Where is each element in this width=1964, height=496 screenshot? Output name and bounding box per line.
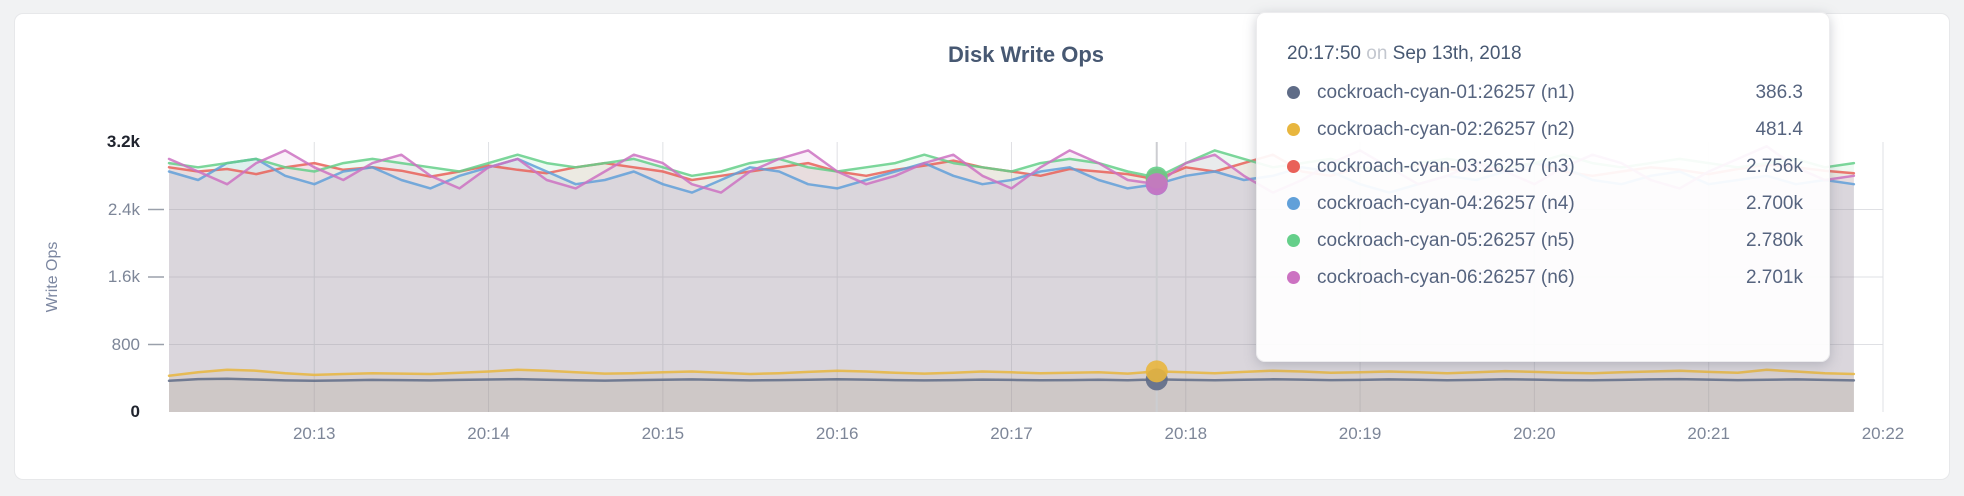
series-area (169, 378, 1854, 412)
series-color-dot (1287, 123, 1300, 136)
tooltip-series-label: cockroach-cyan-04:26257 (n4) (1317, 192, 1575, 214)
tooltip-connector: on (1366, 43, 1388, 64)
tooltip-row: cockroach-cyan-06:26257 (n6) 2.701k (1287, 259, 1803, 296)
x-axis-tick-label: 20:19 (1338, 424, 1382, 443)
tooltip-row: cockroach-cyan-01:26257 (n1) 386.3 (1287, 74, 1803, 111)
series-color-dot (1287, 197, 1300, 210)
series-line (167, 368, 1856, 377)
tooltip-series-value: 386.3 (1755, 81, 1803, 103)
tooltip-series-value: 2.756k (1745, 155, 1803, 177)
x-axis-tick-label: 20:16 (815, 424, 859, 443)
hover-point (1145, 360, 1168, 383)
x-axis-tick-label: 20:15 (641, 424, 685, 443)
series-line (167, 377, 1856, 383)
hover-point (1145, 173, 1168, 196)
tooltip-row: cockroach-cyan-05:26257 (n5) 2.780k (1287, 222, 1803, 259)
x-axis-tick-label: 20:21 (1687, 424, 1730, 443)
tooltip-time: 20:17:50 (1287, 43, 1361, 64)
x-axis-tick-label: 20:14 (467, 424, 510, 443)
y-axis-tick-label: 0 (130, 402, 140, 421)
tooltip-row: cockroach-cyan-04:26257 (n4) 2.700k (1287, 185, 1803, 222)
tooltip-series-label: cockroach-cyan-02:26257 (n2) (1317, 118, 1575, 140)
tooltip-legend: cockroach-cyan-01:26257 (n1) 386.3 cockroa… (1287, 74, 1803, 296)
tooltip-row: cockroach-cyan-02:26257 (n2) 481.4 (1287, 111, 1803, 148)
tooltip-series-value: 2.701k (1745, 266, 1803, 288)
tooltip-series-value: 2.700k (1745, 192, 1803, 214)
x-axis-tick-label: 20:17 (990, 424, 1033, 443)
x-axis-tick-label: 20:13 (292, 424, 336, 443)
chart-title: Disk Write Ops (947, 42, 1105, 67)
tooltip-series-label: cockroach-cyan-06:26257 (n6) (1317, 266, 1575, 288)
tooltip-series-value: 481.4 (1755, 118, 1803, 140)
series-color-dot (1287, 86, 1300, 99)
x-axis-tick-label: 20:18 (1164, 424, 1208, 443)
y-axis-tick-label: 2.4k (107, 199, 140, 219)
x-axis-tick-label: 20:22 (1861, 424, 1905, 443)
tooltip-row: cockroach-cyan-03:26257 (n3) 2.756k (1287, 148, 1803, 185)
tooltip-series-label: cockroach-cyan-01:26257 (n1) (1317, 81, 1575, 103)
series-color-dot (1287, 234, 1300, 247)
tooltip-date: Sep 13th, 2018 (1392, 43, 1522, 64)
tooltip-series-label: cockroach-cyan-03:26257 (n3) (1317, 155, 1575, 177)
y-axis-tick-label: 1.6k (107, 267, 140, 286)
series-color-dot (1287, 271, 1300, 284)
y-axis-tick-label: 3.2k (106, 132, 140, 151)
tooltip-timestamp: 20:17:50 on Sep 13th, 2018 (1287, 43, 1803, 65)
tooltip-series-label: cockroach-cyan-05:26257 (n5) (1317, 229, 1575, 251)
series-color-dot (1287, 160, 1300, 173)
tooltip-series-value: 2.780k (1745, 229, 1803, 251)
x-axis-tick-label: 20:20 (1513, 424, 1556, 443)
chart-tooltip: 20:17:50 on Sep 13th, 2018 cockroach-cya… (1256, 12, 1830, 362)
y-axis-tick-label: 800 (111, 334, 140, 354)
